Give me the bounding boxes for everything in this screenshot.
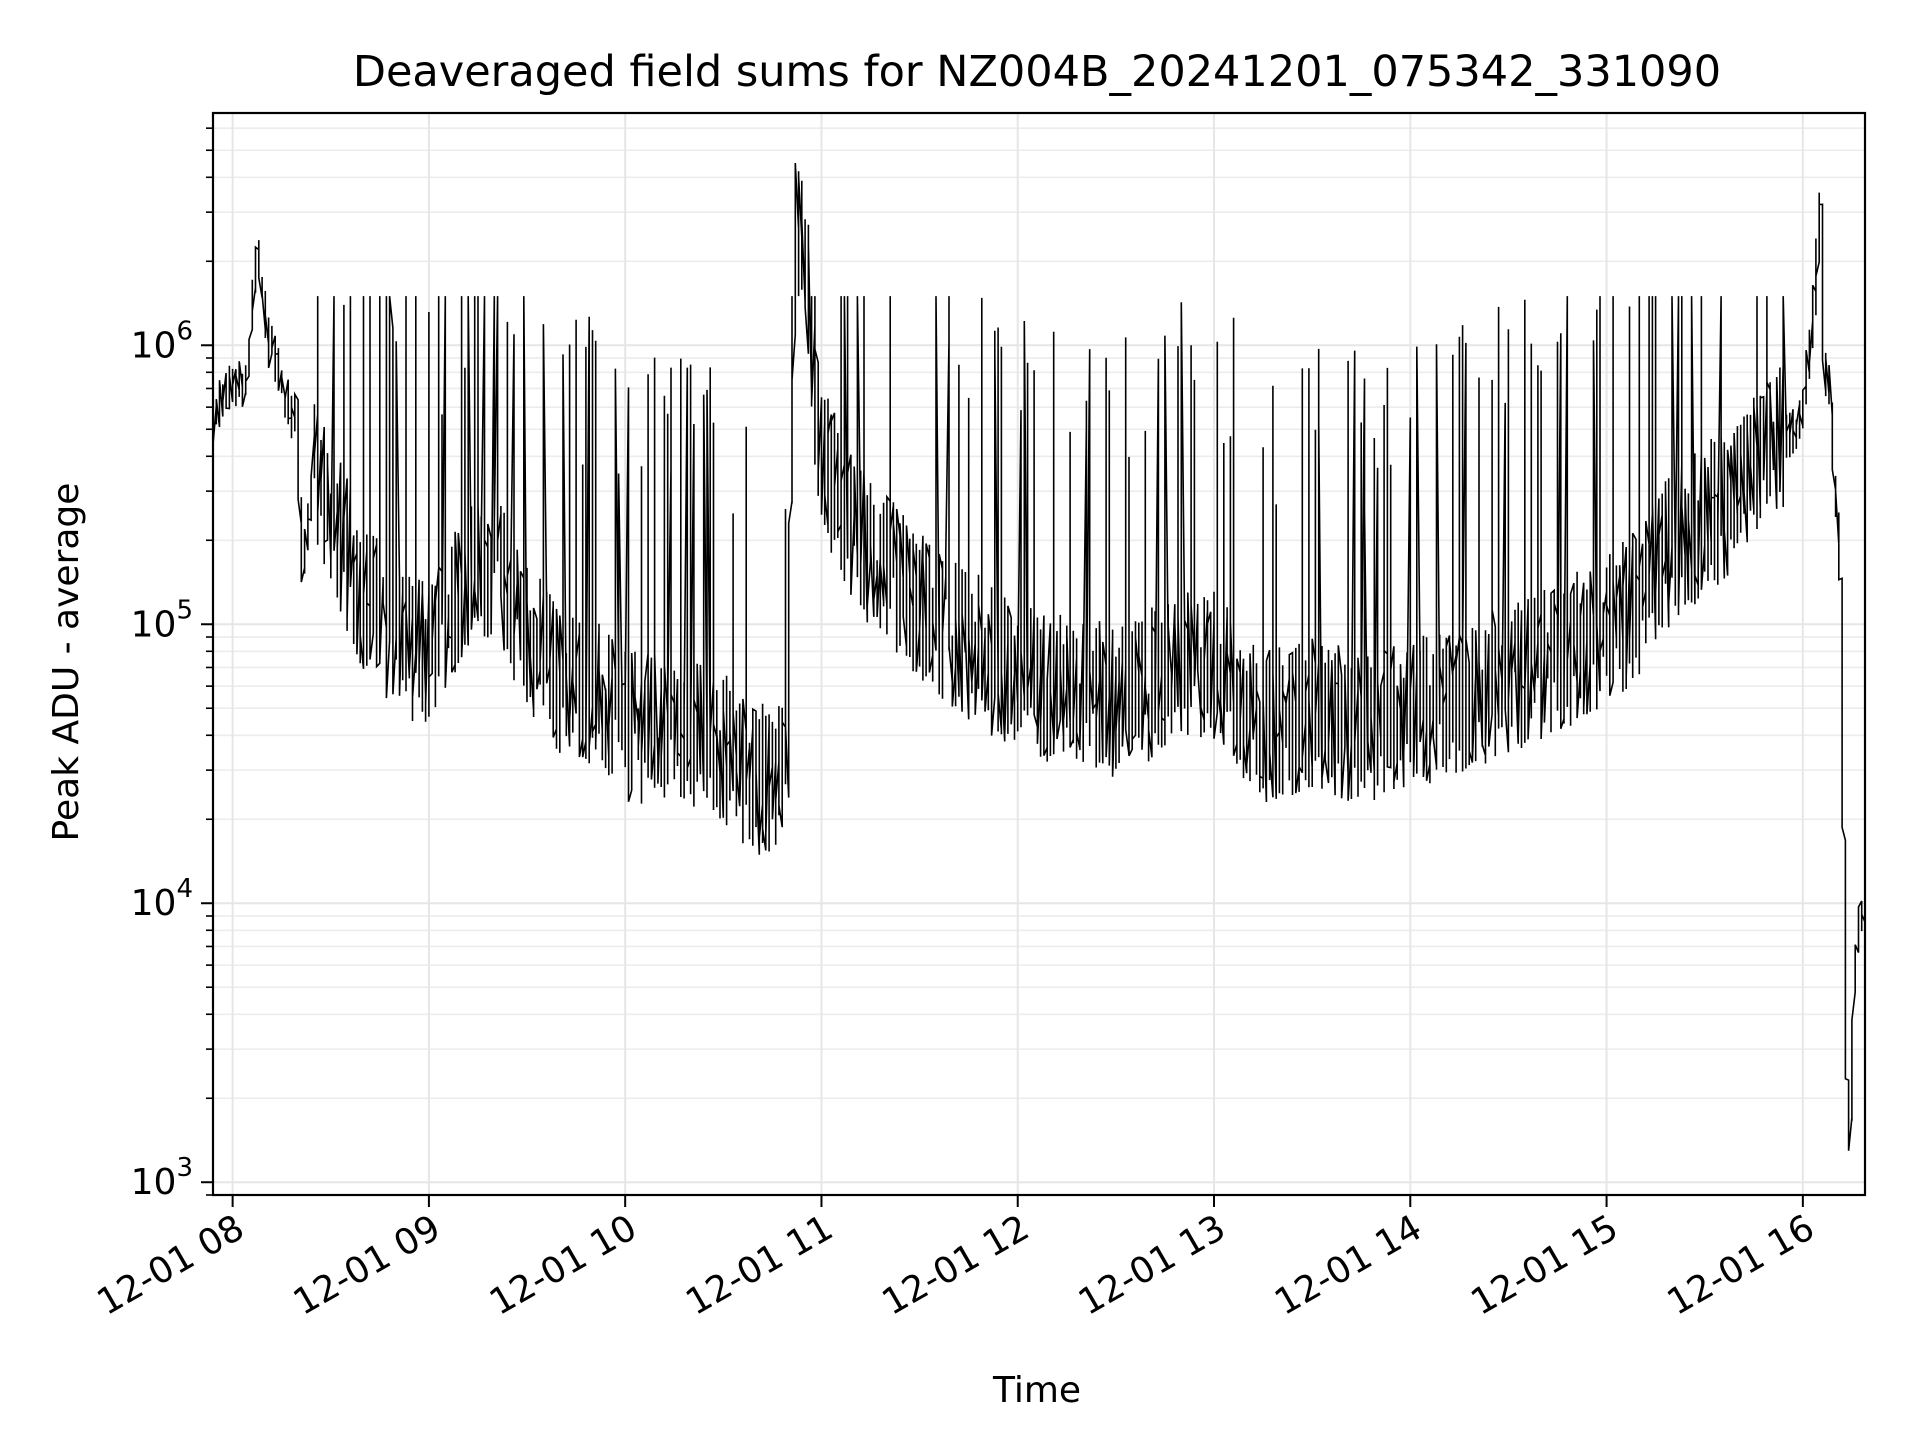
x-tick-label: 12-01 14 — [1268, 1207, 1429, 1323]
y-tick-base: 10 — [131, 325, 177, 366]
x-tick-label: 12-01 10 — [483, 1207, 644, 1323]
y-tick-label: 105 — [131, 595, 193, 645]
x-tick-label: 12-01 09 — [287, 1207, 448, 1323]
x-tick-label: 12-01 08 — [90, 1207, 251, 1323]
x-axis-label: Time — [992, 1370, 1081, 1411]
x-tick-label: 12-01 15 — [1464, 1207, 1625, 1323]
series-line — [212, 162, 1866, 1151]
chart-title: Deaveraged field sums for NZ004B_2024120… — [353, 47, 1721, 97]
x-tick-label: 12-01 11 — [679, 1207, 840, 1323]
y-tick-exponent: 4 — [176, 874, 193, 904]
y-tick-base: 10 — [131, 604, 177, 645]
grid — [213, 113, 1865, 1196]
x-tick-label: 12-01 13 — [1072, 1207, 1233, 1323]
y-axis-label: Peak ADU - average — [46, 483, 87, 842]
x-tick-label: 12-01 16 — [1661, 1207, 1822, 1323]
y-tick-base: 10 — [131, 883, 177, 924]
x-axis: 12-01 08 12-01 09 12-01 10 12-01 11 12-01 12… — [90, 1195, 1821, 1324]
y-tick-label: 106 — [131, 316, 193, 366]
y-tick-label: 103 — [131, 1153, 193, 1203]
y-tick-exponent: 3 — [176, 1153, 193, 1183]
plot-area-frame — [211, 111, 1867, 1197]
y-tick-label: 104 — [131, 874, 193, 924]
x-tick-label: 12-01 12 — [876, 1207, 1037, 1323]
y-tick-exponent: 5 — [176, 595, 193, 625]
y-tick-base: 10 — [131, 1162, 177, 1203]
y-tick-exponent: 6 — [176, 316, 193, 346]
